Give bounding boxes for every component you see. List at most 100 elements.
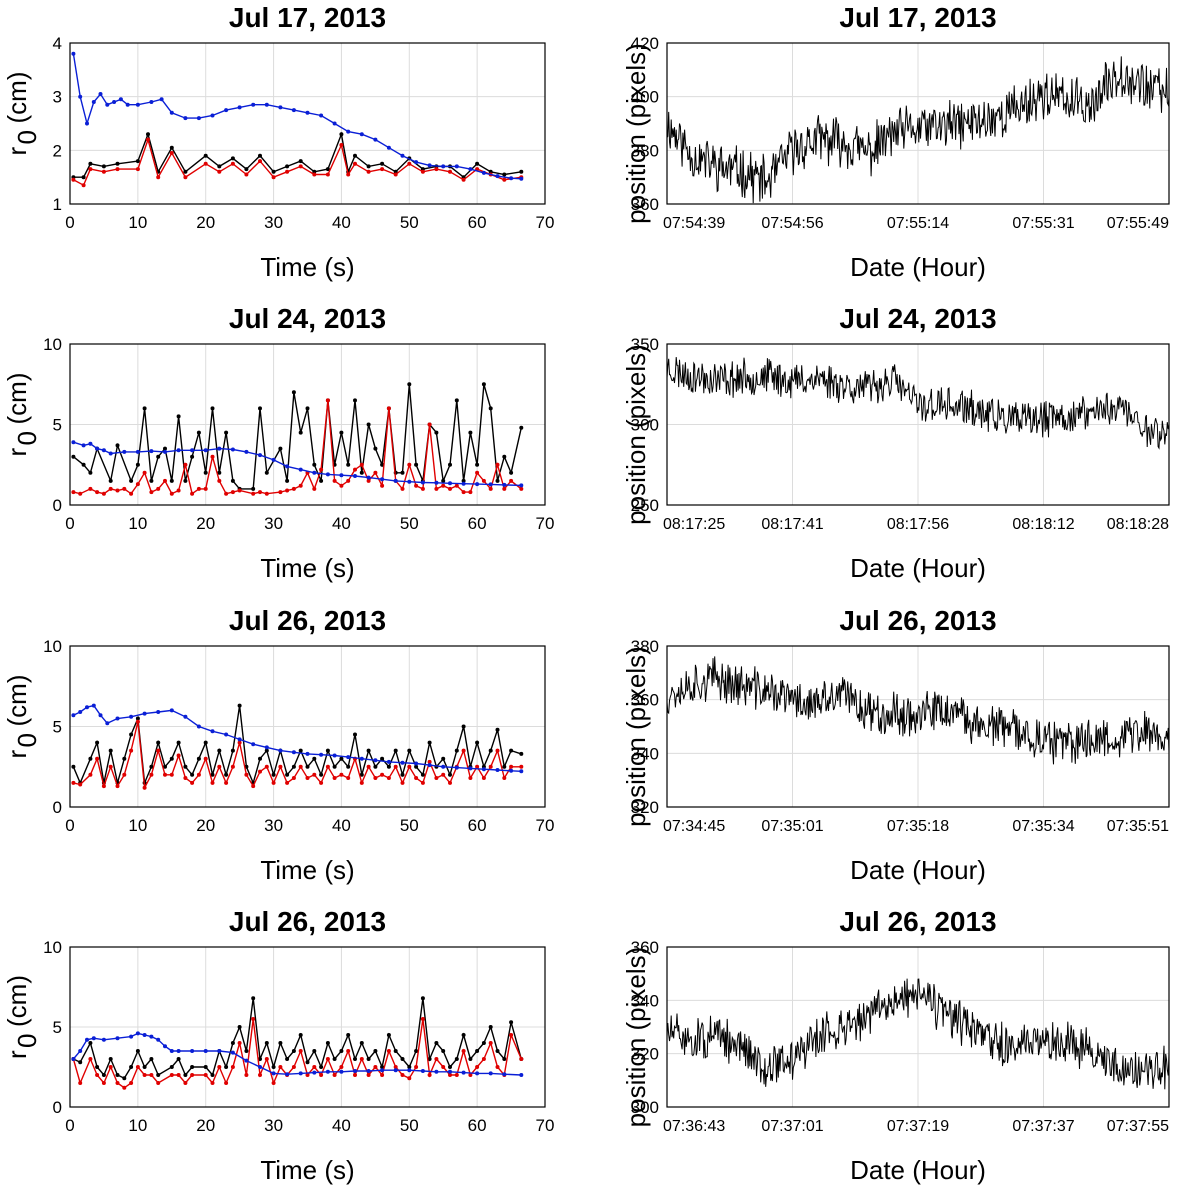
- data-point-red: [448, 1073, 452, 1077]
- data-point-red: [108, 486, 113, 491]
- data-point-blue: [319, 113, 324, 118]
- data-point-blue: [332, 121, 337, 126]
- data-point-blue: [373, 137, 378, 142]
- data-point-blue: [509, 768, 514, 773]
- data-point-red: [142, 785, 147, 790]
- data-point-blue: [251, 742, 256, 747]
- data-point-black: [264, 748, 269, 753]
- data-point-red: [169, 491, 174, 496]
- data-point-red: [461, 490, 466, 495]
- data-point-black: [115, 1073, 120, 1077]
- data-point-black: [264, 470, 269, 475]
- data-point-red: [285, 780, 290, 785]
- data-point-blue: [427, 163, 432, 168]
- data-point-blue: [407, 1068, 412, 1073]
- data-point-blue: [142, 711, 147, 716]
- data-point-red: [88, 1057, 93, 1061]
- data-point-red: [183, 1081, 188, 1085]
- data-point-red: [393, 172, 398, 177]
- data-point-black: [434, 1041, 439, 1045]
- data-point-red: [319, 1073, 324, 1077]
- data-point-red: [468, 1073, 473, 1077]
- data-point-red: [210, 454, 215, 459]
- data-point-blue: [468, 766, 473, 771]
- data-point-blue: [519, 769, 524, 774]
- data-point-blue: [244, 449, 249, 454]
- data-point-black: [427, 1057, 432, 1061]
- data-point-blue: [98, 713, 103, 718]
- data-point-red: [509, 478, 514, 483]
- data-point-black: [78, 1060, 83, 1065]
- data-point-blue: [258, 1065, 262, 1069]
- data-point-red: [393, 1065, 398, 1069]
- data-point-black: [461, 724, 466, 729]
- data-point-red: [176, 488, 181, 493]
- data-point-red: [183, 776, 188, 780]
- data-point-red: [169, 1073, 174, 1077]
- data-point-black: [427, 740, 432, 745]
- data-point-black: [163, 764, 167, 769]
- data-point-red: [441, 772, 446, 777]
- data-point-black: [386, 764, 391, 769]
- data-point-black: [149, 1057, 154, 1061]
- data-point-black: [359, 772, 364, 777]
- data-point-blue: [135, 1031, 140, 1036]
- data-point-red: [427, 759, 432, 764]
- data-point-blue: [217, 446, 222, 451]
- data-point-red: [325, 398, 330, 403]
- data-point-blue: [71, 51, 76, 56]
- data-point-red: [196, 486, 201, 491]
- data-point-red: [339, 483, 344, 488]
- data-point-red: [393, 764, 398, 769]
- data-point-red: [156, 748, 161, 753]
- y-axis-label: position (pixels): [621, 344, 651, 525]
- data-point-red: [495, 1065, 500, 1069]
- data-point-blue: [237, 105, 242, 110]
- data-point-black: [169, 478, 174, 483]
- data-point-red: [386, 406, 391, 411]
- data-point-blue: [386, 145, 391, 150]
- data-point-black: [285, 772, 290, 777]
- data-point-blue: [291, 750, 296, 755]
- data-point-blue: [237, 737, 242, 742]
- data-point-black: [400, 470, 405, 475]
- data-point-black: [346, 1033, 351, 1037]
- data-point-black: [407, 382, 412, 387]
- data-point-red: [203, 486, 208, 491]
- data-point-black: [454, 1057, 459, 1061]
- data-point-blue: [346, 129, 351, 134]
- data-point-black: [325, 1041, 330, 1045]
- data-point-blue: [105, 721, 110, 726]
- data-point-red: [298, 164, 303, 169]
- data-point-red: [108, 1065, 113, 1069]
- x-axis-label: Date (Hour): [850, 553, 986, 583]
- data-point-black: [312, 1049, 317, 1053]
- data-point-black: [71, 454, 76, 459]
- data-point-blue: [176, 448, 181, 453]
- data-point-black: [339, 132, 344, 137]
- data-point-red: [346, 478, 351, 483]
- data-point-blue: [291, 108, 296, 113]
- x-tick-label: 07:37:37: [1012, 1118, 1074, 1135]
- y-axis-label: r 0 (cm): [2, 373, 42, 457]
- data-point-black: [298, 159, 303, 164]
- data-point-black: [502, 454, 507, 459]
- data-point-blue: [312, 1070, 317, 1075]
- y-tick-label: 0: [53, 798, 62, 817]
- data-point-blue: [203, 448, 208, 453]
- data-point-red: [312, 772, 317, 777]
- data-point-blue: [339, 473, 344, 478]
- x-tick-label: 0: [65, 213, 74, 232]
- series-line-black: [73, 131, 522, 179]
- data-point-red: [115, 488, 120, 493]
- data-point-red: [95, 490, 100, 495]
- y-tick-label: 250: [631, 496, 659, 515]
- data-point-black: [359, 470, 364, 475]
- data-point-red: [271, 175, 276, 180]
- data-point-red: [115, 1081, 120, 1085]
- data-point-red: [386, 1049, 391, 1053]
- x-tick-label: 07:35:18: [887, 818, 949, 835]
- data-point-blue: [71, 713, 76, 718]
- data-point-black: [217, 748, 222, 753]
- data-point-black: [366, 422, 371, 427]
